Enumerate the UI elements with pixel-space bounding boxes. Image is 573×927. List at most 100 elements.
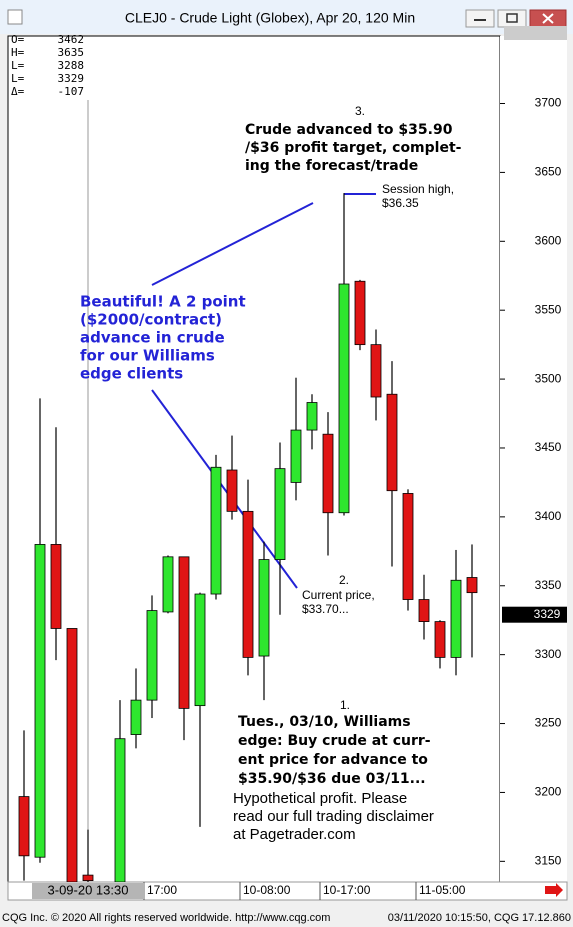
- y-tick-label: 3400: [535, 509, 562, 523]
- cursor-label: 3-09-20 13:30: [48, 882, 129, 897]
- candle-body: [178, 556, 190, 709]
- annotation-line: $35.90/$36 due 03/11...: [238, 771, 426, 787]
- candle-body: [18, 796, 30, 857]
- annotation-line: edge clients: [80, 365, 183, 383]
- annotation-line: ent price for advance to: [238, 752, 428, 768]
- annotation-line: edge: Buy crude at curr-: [238, 733, 431, 749]
- candle-body: [50, 544, 62, 629]
- annotation-line: ing the forecast/trade: [245, 158, 418, 174]
- footer-right: 03/11/2020 10:15:50, CQG 17.12.860: [388, 912, 571, 924]
- candle-body: [386, 393, 398, 492]
- annotation-line: $33.70...: [302, 602, 349, 616]
- annotation-line: Current price,: [302, 588, 375, 602]
- info-label: O=: [11, 33, 25, 46]
- annotation-line: Beautiful! A 2 point: [80, 293, 246, 311]
- y-tick-label: 3650: [535, 165, 562, 179]
- cursor-label-box: [32, 883, 145, 899]
- candle-body: [242, 510, 254, 658]
- candle-body: [114, 738, 126, 882]
- info-value: -107: [58, 85, 85, 98]
- plot-clip: 3752: [18, 24, 567, 882]
- annotation-line: advance in crude: [80, 329, 225, 347]
- candle-body: [258, 559, 270, 657]
- annotation-line: Tues., 03/10, Williams: [238, 714, 411, 730]
- annotation-line: ($2000/contract): [80, 311, 222, 329]
- annotation-line: /$36 profit target, complet-: [245, 140, 462, 156]
- window-title: CLEJ0 - Crude Light (Globex), Apr 20, 12…: [125, 10, 415, 26]
- y-tick-label: 3600: [535, 233, 562, 247]
- candle-body: [450, 579, 462, 658]
- candle-body: [34, 544, 46, 858]
- top-price-label: 3752: [534, 24, 561, 38]
- connector: [151, 389, 298, 589]
- candle-body: [418, 599, 430, 622]
- candle-body: [226, 469, 238, 512]
- candle-body: [466, 577, 478, 594]
- chart: 3752 3150 3200 3250 3300 3350 3400 3450 3500 3550…: [11, 24, 567, 900]
- x-axis-area: [7, 881, 568, 901]
- y-tick-label: 3700: [535, 96, 562, 110]
- info-value: 3635: [58, 46, 85, 59]
- annotation-line: $36.35: [382, 196, 419, 210]
- info-value: 3329: [58, 72, 85, 85]
- candle-body: [322, 433, 334, 514]
- candle-body: [210, 466, 222, 595]
- annotation-line: for our Williams: [80, 347, 215, 365]
- candle-body: [306, 402, 318, 431]
- connector: [151, 202, 314, 286]
- y-tick-label: 3500: [535, 371, 562, 385]
- x-tick-label: 10-17:00: [323, 883, 371, 897]
- candle-body: [434, 621, 446, 658]
- candle-body: [338, 283, 350, 514]
- scroll-arrow[interactable]: [545, 883, 563, 897]
- annotation-line: at Pagetrader.com: [233, 826, 356, 843]
- maximize-icon: [506, 13, 518, 23]
- annotation-line: Session high,: [382, 182, 454, 196]
- y-axis-area: [500, 36, 567, 882]
- candle-body: [370, 344, 382, 398]
- candle-body: [82, 874, 94, 882]
- annotation-line: Hypothetical profit. Please: [233, 790, 407, 807]
- candle-body: [194, 593, 206, 707]
- candle-body: [66, 628, 78, 882]
- close-icon: [542, 13, 554, 24]
- y-tick-label: 3200: [535, 785, 562, 799]
- info-value: 3462: [58, 33, 85, 46]
- candle-body: [402, 493, 414, 600]
- app-icon: [7, 9, 23, 25]
- candle-body: [162, 556, 174, 613]
- y-tick-label: 3300: [535, 647, 562, 661]
- minimize-button[interactable]: [465, 9, 495, 28]
- annotation-number: 2.: [339, 573, 349, 587]
- x-tick-label: 11-05:00: [419, 883, 466, 897]
- last-price-box: [502, 606, 567, 623]
- plot-area: [7, 35, 501, 883]
- y-tick-label: 3450: [535, 440, 562, 454]
- y-tick-label: 3150: [535, 854, 562, 868]
- footer-left: CQG Inc. © 2020 All rights reserved worl…: [2, 912, 330, 924]
- y-tick-label: 3350: [535, 578, 562, 592]
- candle-body: [130, 699, 142, 735]
- info-value: 3288: [58, 59, 85, 72]
- info-label: Δ=: [11, 85, 25, 98]
- info-label: H=: [11, 46, 25, 59]
- info-label: L=: [11, 72, 25, 85]
- annotation-number: 3.: [355, 104, 365, 118]
- candle-body: [274, 468, 286, 560]
- last-price-label: 3329: [534, 607, 561, 621]
- candle-body: [290, 429, 302, 483]
- candle-body: [146, 610, 158, 701]
- candle-body: [354, 280, 366, 346]
- x-tick-label: 17:00: [147, 883, 177, 897]
- annotation-line: Crude advanced to $35.90: [245, 122, 453, 138]
- info-label: L=: [11, 59, 25, 72]
- annotation-number: 1.: [340, 698, 350, 712]
- y-tick-label: 3550: [535, 302, 562, 316]
- x-tick-label: 10-08:00: [243, 883, 291, 897]
- y-tick-label: 3250: [535, 716, 562, 730]
- annotation-line: read our full trading disclaimer: [233, 808, 434, 825]
- maximize-button[interactable]: [497, 9, 527, 28]
- top-price-box: [528, 36, 567, 39]
